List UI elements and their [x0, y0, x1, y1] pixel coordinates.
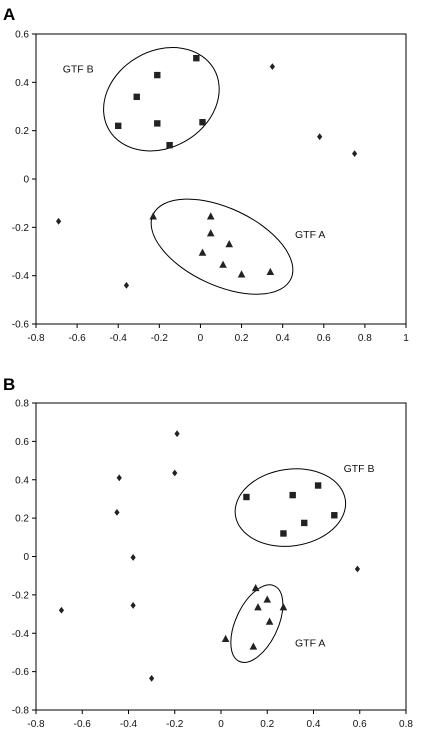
- y-tick-label: 0.2: [15, 514, 29, 525]
- data-point-square: [115, 122, 122, 130]
- y-tick-label: -0.2: [12, 590, 30, 601]
- cluster-ellipse-gtf-b: [234, 468, 347, 547]
- y-tick-label: 0.4: [15, 78, 29, 89]
- data-point-diamond: [354, 565, 361, 573]
- data-point-square: [133, 93, 140, 101]
- cluster-ellipse-gtf-b: [103, 47, 220, 152]
- y-tick-label: 0.6: [15, 30, 29, 41]
- y-tick-label: 0.2: [15, 126, 29, 137]
- cluster-ellipse-gtf-a: [150, 198, 294, 295]
- data-point-square: [166, 141, 173, 149]
- x-tick-label: -0.4: [120, 719, 138, 730]
- x-tick-label: 0.4: [276, 333, 290, 344]
- plot-area-frame: [35, 33, 407, 325]
- data-point-diamond: [114, 508, 120, 516]
- data-point-square: [289, 491, 296, 499]
- x-tick-label: 0.6: [353, 719, 367, 730]
- x-tick-label: -0.6: [68, 333, 86, 344]
- x-tick-label: 1: [403, 333, 409, 344]
- chart-panel-a: A -0.8 -0.6 -0.4 -0.2 0 0.2 0.4 0.6 0.8 1 -0.6 -0.4 -…: [3, 5, 409, 344]
- data-point-square: [243, 493, 250, 501]
- data-point-diamond: [130, 602, 136, 609]
- data-point-triangle: [249, 642, 258, 650]
- y-tick-label: 0.8: [15, 399, 29, 410]
- data-point-triangle: [265, 617, 274, 625]
- x-tick-label: 0.8: [399, 719, 413, 730]
- data-point-diamond: [130, 554, 136, 561]
- annotation-gtf-b: GTF B: [344, 463, 375, 475]
- y-tick-label: 0: [23, 552, 29, 563]
- y-tick-label: -0.6: [12, 667, 30, 678]
- panel-label: B: [3, 375, 15, 394]
- y-tick-label: -0.8: [12, 706, 30, 717]
- x-tick-label: -0.2: [166, 719, 184, 730]
- data-point-triangle: [266, 267, 275, 276]
- cluster-ellipse-gtf-a: [230, 584, 284, 663]
- data-point-triangle: [237, 270, 246, 278]
- data-point-diamond: [56, 217, 62, 225]
- data-point-triangle: [263, 595, 272, 603]
- x-tick-label: 0.6: [317, 333, 331, 344]
- data-point-triangle: [206, 212, 215, 220]
- y-tick-label: 0.4: [15, 475, 29, 486]
- x-tick-label: -0.4: [110, 333, 128, 344]
- x-tick-label: -0.2: [151, 333, 169, 344]
- x-tick-label: 0.2: [235, 333, 249, 344]
- plot-area-frame: [35, 402, 407, 711]
- data-point-square: [154, 71, 161, 79]
- y-tick-label: 0: [23, 175, 29, 186]
- x-tick-label: -0.6: [74, 719, 92, 730]
- data-point-square: [314, 482, 322, 489]
- y-tick-label: -0.2: [12, 223, 30, 234]
- y-tick-label: -0.4: [12, 271, 30, 282]
- chart-panel-b: B -0.8 -0.6 -0.4 -0.2 0 0.2 0.4 0.6 0.8 -0.8 -0.6 -0…: [3, 375, 413, 730]
- data-point-triangle: [219, 260, 227, 268]
- annotation-gtf-b: GTF B: [63, 64, 94, 76]
- data-point-square: [331, 512, 338, 519]
- annotation-gtf-a: GTF A: [295, 229, 325, 241]
- data-point-triangle: [221, 634, 230, 643]
- x-tick-label: 0: [198, 333, 204, 344]
- data-point-triangle: [254, 603, 262, 611]
- data-point-diamond: [269, 63, 275, 71]
- data-point-diamond: [58, 606, 65, 614]
- data-point-triangle: [225, 240, 234, 248]
- y-tick-label: -0.4: [12, 629, 30, 640]
- data-point-square: [199, 119, 206, 126]
- x-tick-label: 0: [218, 719, 224, 730]
- data-point-triangle: [251, 583, 260, 592]
- data-point-square: [193, 54, 200, 62]
- data-point-diamond: [172, 469, 178, 477]
- x-tick-label: 0.8: [358, 333, 372, 344]
- data-point-triangle: [279, 603, 288, 611]
- x-tick-label: -0.8: [27, 333, 45, 344]
- data-point-triangle: [198, 248, 207, 256]
- annotation-gtf-a: GTF A: [295, 638, 325, 650]
- x-tick-label: 0.2: [260, 719, 274, 730]
- data-point-square: [301, 519, 308, 527]
- x-tick-label: -0.8: [27, 719, 45, 730]
- y-tick-label: -0.6: [12, 320, 30, 331]
- data-point-diamond: [149, 674, 155, 682]
- data-point-square: [154, 120, 161, 127]
- x-tick-label: 0.4: [307, 719, 321, 730]
- data-point-diamond: [123, 281, 130, 289]
- data-point-diamond: [174, 430, 180, 438]
- panel-label: A: [3, 5, 15, 24]
- y-tick-label: 0.6: [15, 437, 29, 448]
- data-point-square: [280, 530, 287, 537]
- data-point-diamond: [317, 133, 323, 141]
- data-point-triangle: [149, 212, 157, 220]
- data-point-diamond: [116, 474, 122, 482]
- data-point-diamond: [352, 150, 358, 158]
- data-point-triangle: [206, 229, 215, 237]
